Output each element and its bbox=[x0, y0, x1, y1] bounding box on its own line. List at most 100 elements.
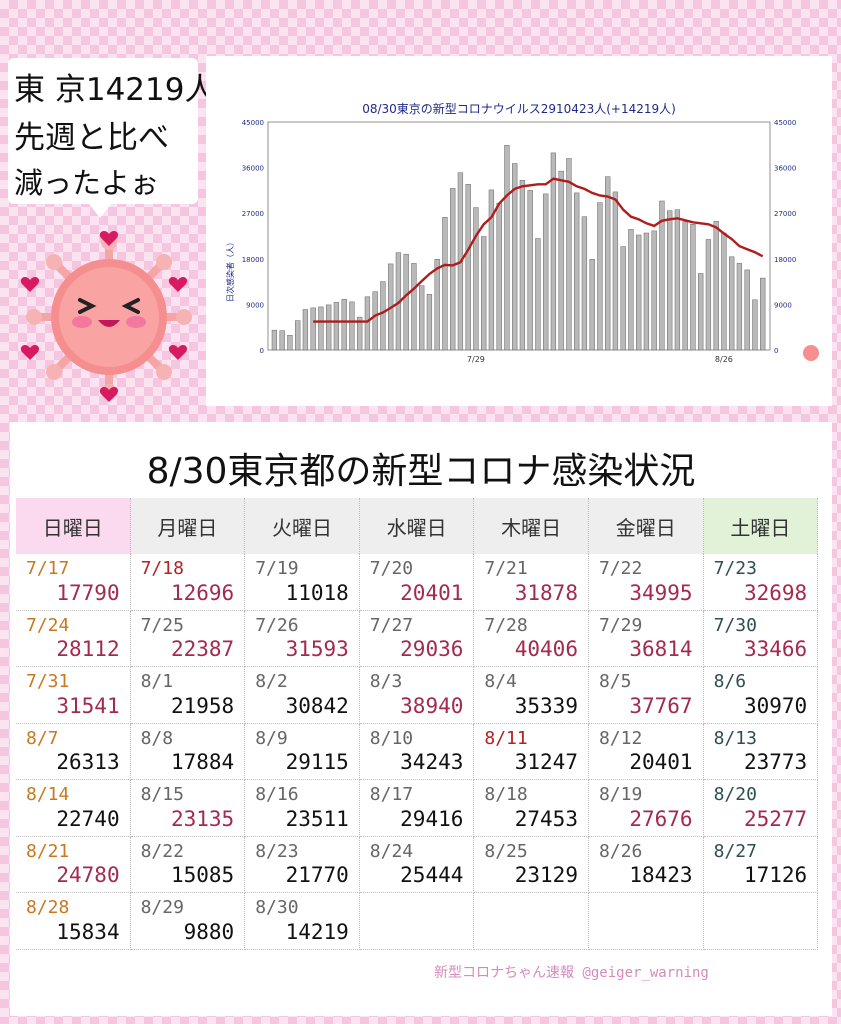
y-tick-label: 36000 bbox=[242, 165, 264, 173]
table-cell: 8/10 34243 bbox=[359, 723, 475, 780]
bar bbox=[450, 188, 456, 351]
weekly-calendar-table: 日曜日 月曜日 火曜日 水曜日 木曜日 金曜日 土曜日 7/17 17790 7/18 12696 7… bbox=[16, 498, 819, 950]
bar bbox=[357, 316, 363, 351]
bar bbox=[760, 277, 766, 351]
bar bbox=[752, 299, 758, 351]
bar bbox=[496, 202, 502, 351]
cell-value: 35339 bbox=[514, 693, 578, 718]
cell-date: 8/16 bbox=[255, 784, 299, 805]
cell-value: 12696 bbox=[170, 580, 235, 605]
cell-date: 7/22 bbox=[598, 558, 643, 579]
cell-value: 29036 bbox=[400, 637, 464, 661]
bar bbox=[403, 253, 409, 351]
table-cell: 7/26 31593 bbox=[245, 610, 360, 667]
cell-value: 14219 bbox=[285, 919, 349, 944]
table-cell: 8/1 21958 bbox=[130, 667, 246, 724]
cell-date: 8/2 bbox=[255, 671, 288, 692]
cell-value: 20401 bbox=[400, 580, 464, 605]
bar bbox=[667, 210, 673, 351]
bar bbox=[690, 224, 696, 351]
bar bbox=[442, 217, 448, 351]
y-tick-label: 45000 bbox=[774, 119, 796, 127]
bar bbox=[643, 232, 650, 351]
bar bbox=[349, 301, 355, 351]
table-cell: 8/13 23773 bbox=[703, 723, 819, 780]
table-cell: 8/20 25277 bbox=[703, 780, 819, 837]
bar bbox=[651, 230, 657, 351]
cell-value: 20401 bbox=[629, 750, 693, 774]
y-tick-label: 0 bbox=[774, 347, 778, 355]
cell-value: 23135 bbox=[170, 806, 235, 831]
bar bbox=[698, 273, 704, 351]
cell-date: 7/27 bbox=[369, 614, 414, 636]
y-tick-label: 18000 bbox=[242, 256, 264, 264]
header-6: 土曜日 bbox=[703, 498, 819, 554]
table-cell: 8/5 37767 bbox=[588, 667, 704, 724]
header-4: 木曜日 bbox=[474, 498, 589, 554]
virus-mascot-icon bbox=[20, 231, 192, 402]
y-tick-label: 27000 bbox=[774, 210, 796, 218]
cell-value: 26313 bbox=[56, 750, 120, 774]
header-0: 日曜日 bbox=[16, 498, 131, 554]
bar bbox=[318, 306, 324, 351]
bar bbox=[566, 158, 572, 351]
y-tick-label: 9000 bbox=[774, 301, 792, 309]
bar bbox=[271, 329, 278, 351]
bar bbox=[481, 236, 487, 351]
bar bbox=[550, 152, 557, 351]
cell-date: 8/24 bbox=[369, 840, 414, 862]
bubble-tail bbox=[86, 200, 114, 218]
cases-chart: 0 9000 18000 27000 36000 45000 0 9000 18000 2700… bbox=[225, 119, 819, 364]
cell-value: 38940 bbox=[400, 693, 464, 718]
bar bbox=[380, 281, 386, 351]
cell-date: 7/23 bbox=[713, 558, 757, 579]
bar bbox=[426, 294, 433, 351]
x-tick-label: 7/29 bbox=[467, 355, 485, 364]
cell-date: 8/14 bbox=[26, 784, 70, 805]
bar bbox=[326, 304, 332, 351]
table-cell: 8/23 21770 bbox=[245, 836, 360, 893]
table-cell: 8/17 29416 bbox=[359, 780, 475, 837]
bar bbox=[473, 207, 479, 351]
bar bbox=[504, 145, 510, 351]
table-cell: 7/17 17790 bbox=[16, 554, 131, 611]
table-cell: 8/27 17126 bbox=[703, 836, 819, 893]
cell-date: 8/18 bbox=[484, 784, 528, 805]
cell-value: 33466 bbox=[743, 637, 808, 661]
table-cell: 8/9 29115 bbox=[245, 723, 360, 780]
cell-value: 31593 bbox=[285, 637, 349, 661]
table-cell: 7/27 29036 bbox=[359, 610, 475, 667]
cell-date: 8/29 bbox=[140, 897, 184, 918]
cell-date: 8/22 bbox=[140, 840, 184, 862]
cell-value: 24780 bbox=[56, 863, 120, 887]
cell-date: 8/20 bbox=[713, 784, 757, 805]
header-3: 水曜日 bbox=[359, 498, 475, 554]
table-cell: 8/2 30842 bbox=[245, 667, 360, 724]
cell-date: 8/26 bbox=[598, 840, 643, 862]
bar bbox=[744, 269, 750, 351]
cell-value: 27453 bbox=[514, 806, 578, 831]
y-tick-label: 36000 bbox=[774, 165, 796, 173]
bar bbox=[543, 193, 549, 351]
table-cell: 8/12 20401 bbox=[588, 723, 704, 780]
table-cell: 8/30 14219 bbox=[245, 893, 360, 950]
cell-value: 9880 bbox=[183, 919, 235, 944]
bar bbox=[682, 221, 688, 351]
cell-value: 30842 bbox=[285, 693, 349, 718]
cell-value: 15085 bbox=[170, 863, 235, 887]
bar bbox=[341, 299, 347, 351]
bar bbox=[674, 209, 681, 351]
bar bbox=[713, 221, 719, 351]
table-cell: 8/25 23129 bbox=[474, 836, 589, 893]
cell-date: 8/27 bbox=[713, 840, 757, 862]
bar bbox=[729, 256, 735, 351]
cell-date: 7/19 bbox=[255, 558, 299, 579]
series-line bbox=[313, 177, 764, 323]
cell-date: 7/30 bbox=[713, 614, 757, 636]
bar bbox=[628, 229, 634, 351]
credit-text: 新型コロナちゃん速報 @geiger_warning bbox=[434, 965, 709, 981]
bar bbox=[736, 263, 743, 351]
cell-value: 34243 bbox=[400, 750, 464, 774]
bar bbox=[721, 232, 727, 351]
cell-date: 8/10 bbox=[369, 727, 414, 749]
